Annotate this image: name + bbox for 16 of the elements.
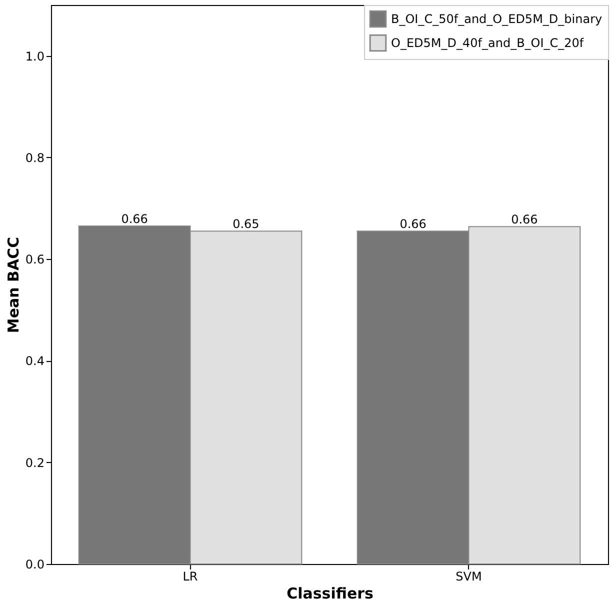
legend-label: O_ED5M_D_40f_and_B_OI_C_20f (391, 36, 584, 50)
y-tick-label: 0.8 (25, 150, 44, 165)
data-label: 0.65 (232, 217, 260, 232)
data-label: 0.66 (511, 212, 538, 227)
y-tick-label: 0.4 (25, 354, 44, 368)
x-tick-label: LR (182, 570, 198, 584)
legend-label: B_OI_C_50f_and_O_ED5M_D_binary (391, 12, 602, 26)
y-axis-title: Mean BACC (4, 236, 22, 334)
y-tick-label: 0.2 (25, 456, 44, 470)
data-label: 0.66 (121, 212, 148, 226)
y-tick-label: 0.0 (25, 558, 44, 572)
x-axis-title: Classifiers (286, 584, 374, 602)
y-tick-label: 1.0 (25, 49, 44, 64)
y-tick-label: 0.6 (25, 252, 44, 267)
data-label: 0.66 (400, 217, 426, 232)
x-tick-label: SVM (456, 570, 482, 584)
